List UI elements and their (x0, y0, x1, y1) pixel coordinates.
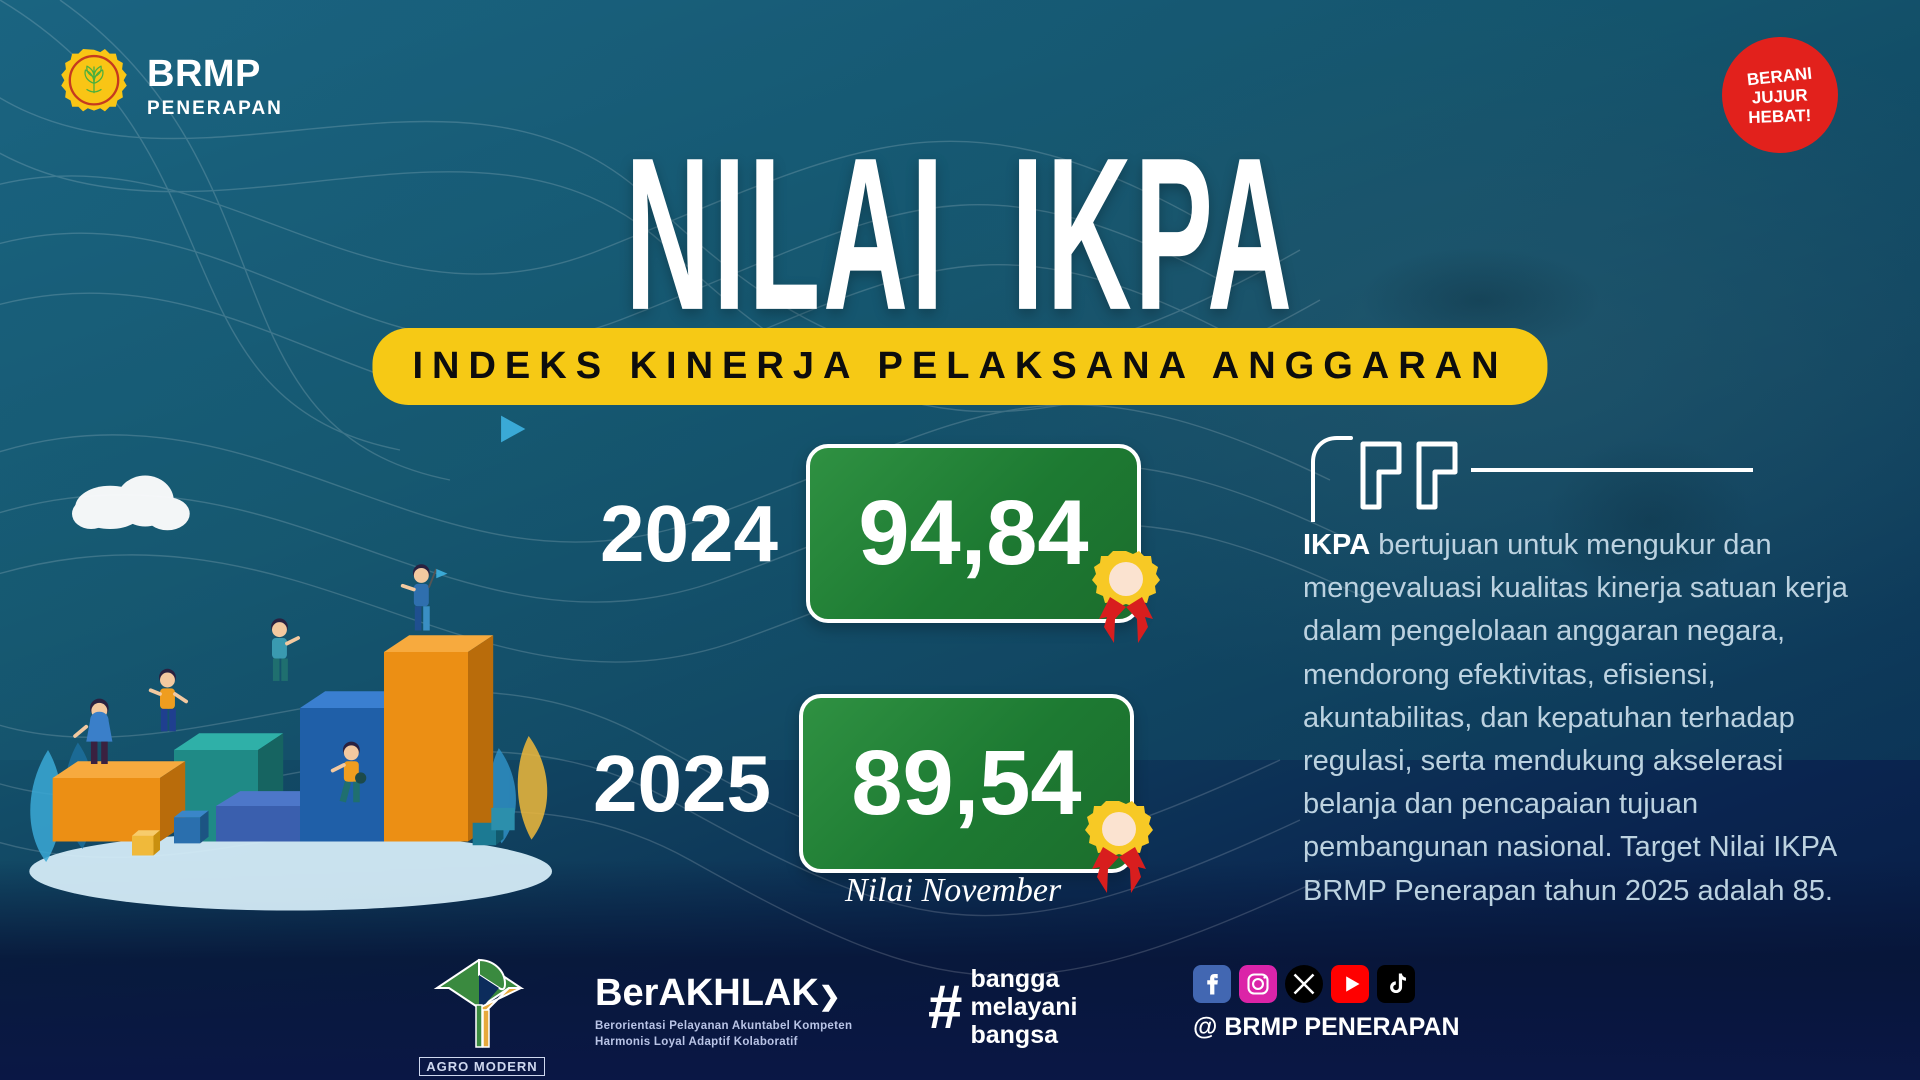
svg-text:JUJUR: JUJUR (1751, 86, 1808, 108)
